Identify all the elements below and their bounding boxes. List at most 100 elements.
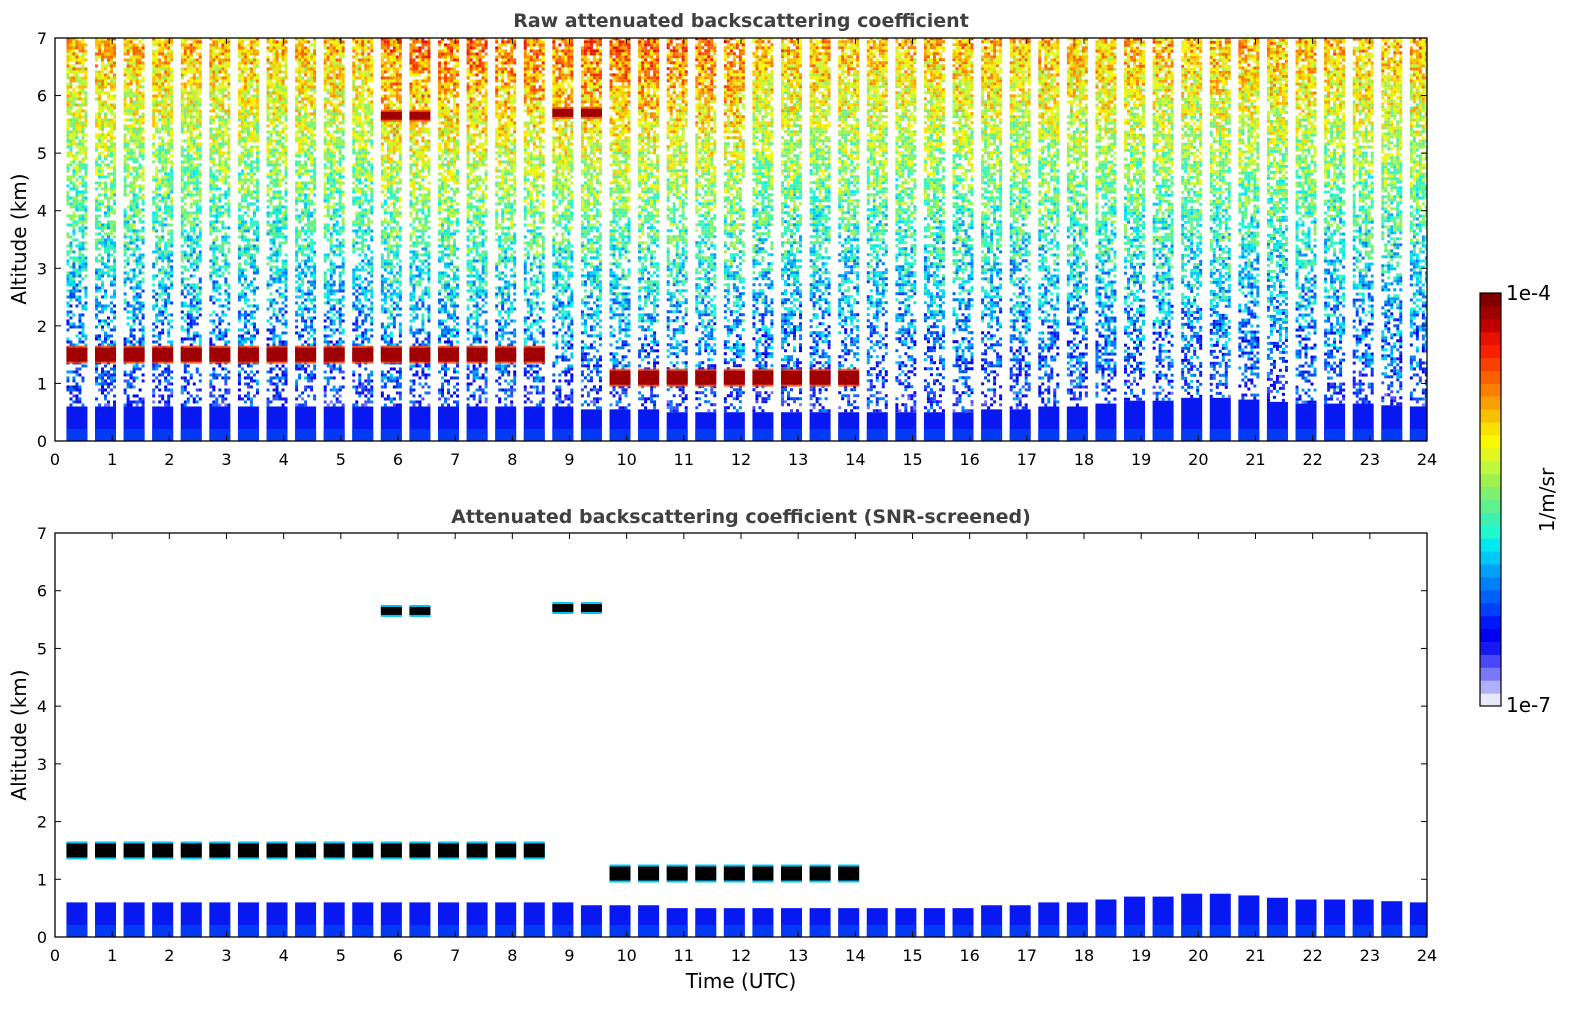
surface-layer-mark [866,925,888,937]
surface-layer-mark [152,429,174,441]
colorbar-swatch [1480,641,1501,655]
profile-column [866,38,888,441]
surface-layer-mark [1295,925,1317,937]
surface-layer-mark [495,925,517,937]
surface-layer-mark [1124,429,1146,441]
profile-column [438,841,460,937]
profile-column [552,38,574,441]
surface-layer-mark [609,429,631,441]
profile-column [209,38,231,441]
surface-layer-mark [781,429,803,441]
cloud-mark [409,606,431,615]
cloud-mark [380,606,402,615]
profile-column [723,864,745,937]
surface-layer-mark [723,925,745,937]
x-tick-label: 11 [674,450,694,469]
cloud-mark [580,108,602,117]
x-tick-label: 13 [788,946,808,965]
y-tick-label: 1 [37,870,47,889]
profile-column [695,864,717,937]
cloud-mark [209,347,231,362]
surface-layer-mark [1324,429,1346,441]
colorbar-swatch [1480,615,1501,630]
cloud-mark [409,843,431,858]
surface-layer-mark [1095,429,1117,441]
surface-layer-mark [1124,925,1146,937]
surface-layer-mark [1381,429,1403,441]
x-tick-label: 14 [845,450,865,469]
x-tick-label: 0 [50,450,60,469]
x-tick-label: 15 [902,946,922,965]
profile-column [923,38,945,441]
x-tick-label: 5 [336,450,346,469]
surface-layer-mark [952,429,974,441]
x-tick-label: 4 [279,450,289,469]
surface-layer-mark [895,429,917,441]
profile-column [838,38,860,441]
x-tick-label: 6 [393,946,403,965]
x-tick-label: 18 [1074,946,1094,965]
surface-layer-mark [1209,429,1231,441]
profile-column [1009,38,1031,441]
panel2-title: Attenuated backscattering coefficient (S… [451,506,1031,528]
colorbar-swatch [1480,383,1501,397]
surface-layer-mark [352,925,374,937]
surface-layer-mark [981,429,1003,441]
surface-layer-mark [866,429,888,441]
profile-column [152,841,174,937]
cloud-mark [66,843,88,858]
profile-column [523,841,545,937]
cloud-mark [152,843,174,858]
profile-column [237,841,259,937]
cloud-mark [95,843,117,858]
colorbar-swatch [1480,396,1501,410]
profile-column [1238,38,1260,441]
cloud-mark [295,347,317,362]
colorbar-swatch [1480,512,1501,526]
cloud-mark [838,866,860,881]
colorbar-swatch [1480,589,1501,604]
cloud-mark [209,843,231,858]
surface-layer-mark [466,429,488,441]
colorbar-swatch [1480,434,1501,449]
profile-column [1381,901,1403,937]
profile-column [838,864,860,937]
profile-column [180,38,202,441]
x-tick-label: 1 [107,450,117,469]
y-tick-label: 6 [37,582,47,601]
panel2-y-axis-label: Altitude (km) [7,669,31,800]
surface-layer-mark [438,925,460,937]
colorbar-swatch [1480,499,1501,513]
profile-column [952,908,974,937]
surface-layer-mark [438,429,460,441]
x-tick-label: 1 [107,946,117,965]
cloud-mark [838,370,860,385]
surface-layer-mark [466,925,488,937]
profile-column [523,38,545,441]
x-tick-label: 17 [1017,450,1037,469]
x-tick-label: 18 [1074,450,1094,469]
cloud-mark [180,347,202,362]
profile-column [1066,38,1088,441]
profile-column [981,905,1003,937]
profile-column [1409,902,1427,937]
colorbar-swatch [1480,473,1501,488]
x-tick-label: 21 [1245,946,1265,965]
colorbar-swatch [1480,525,1501,539]
colorbar-max-label: 1e-4 [1506,281,1551,305]
cloud-mark [352,347,374,362]
surface-layer-mark [266,429,288,441]
profile-column [752,38,774,441]
surface-layer-mark [752,925,774,937]
cloud-mark [323,843,345,858]
profile-column [809,38,831,441]
cloud-mark [152,347,174,362]
cloud-mark [495,843,517,858]
surface-layer-mark [152,925,174,937]
profile-column [380,38,402,441]
surface-layer-mark [380,429,402,441]
cloud-mark [752,370,774,385]
x-tick-label: 8 [507,946,517,965]
profile-column [409,38,431,441]
cloud-mark [466,843,488,858]
